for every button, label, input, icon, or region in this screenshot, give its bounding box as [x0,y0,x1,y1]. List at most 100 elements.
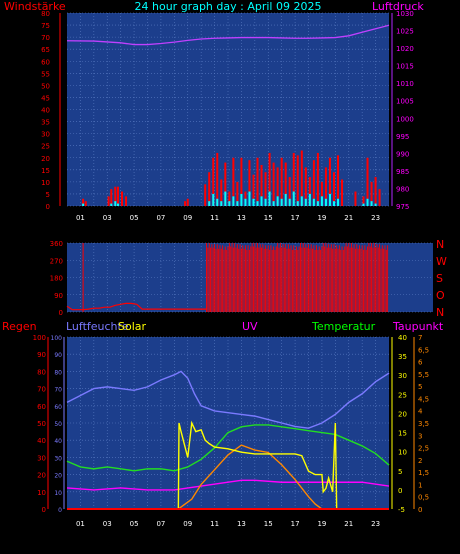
gust-bar [268,152,271,206]
gust-bar [288,177,291,206]
y-tick-label: 30 [37,454,46,462]
y-tick-label: 55 [41,70,50,78]
chart-title: 24 hour graph day : April 09 2025 [135,0,322,13]
x-tick-label: 19 [317,520,326,528]
series-luftfeuchte-line [66,370,390,429]
gust-bar [292,152,295,206]
gust-bar [232,157,235,206]
y-tick-label: 10 [41,179,50,187]
gust-bar [114,186,117,206]
gust-bar [354,191,357,206]
gust-bar [374,177,377,206]
y-tick-label: 1 [418,481,422,489]
y-tick-label: 50 [37,420,46,428]
gust-bar [208,172,211,206]
wind-bar [256,201,259,206]
y-tick-label: 40 [54,438,62,445]
x-tick-label: 15 [264,520,273,528]
wind-bar [304,198,307,206]
y-tick-label: 100 [51,335,63,342]
x-tick-label: 05 [130,214,139,222]
wind-bar [324,198,327,206]
y-tick-label: 2,5 [418,445,429,453]
wind-bar [244,198,247,206]
wind-bar [232,196,235,206]
x-tick-label: 23 [371,214,380,222]
y-tick-label: 90 [54,292,63,300]
label-uv: UV [242,320,258,333]
y-tick-label: 975 [396,203,409,211]
x-tick-label: 01 [76,520,85,528]
x-tick-label: 07 [156,520,165,528]
gust-bar [304,167,307,206]
wind-bar [332,201,335,206]
compass-label: N [436,238,444,251]
x-tick-label: 03 [103,520,112,528]
gust-bar [236,181,239,206]
panel2-axes: 0 90 180 270 360 [50,240,63,317]
y-tick-label: 15 [398,430,407,438]
gust-bar [125,196,128,206]
wind-bar [280,198,283,206]
label-luftfeuchte: Luftfeuchte [66,320,129,333]
gust-bar [256,157,259,206]
y-tick-label: 80 [41,10,50,18]
x-tick-label: 07 [156,214,165,222]
y-tick-label: 10 [54,490,62,497]
y-tick-label: 15 [41,167,50,175]
compass-label: S [436,272,443,285]
y-tick-label: 1020 [396,45,414,53]
y-tick-label: 1025 [396,28,414,36]
x-tick-label: 03 [103,214,112,222]
gust-bar [320,181,323,206]
wind-bar [260,196,263,206]
gust-bar [316,152,319,206]
y-tick-label: 50 [41,82,50,90]
gust-bar [116,186,119,206]
y-tick-label: 270 [50,257,63,265]
y-tick-label: 20 [54,473,62,480]
label-regen: Regen [2,320,37,333]
wind-bar [216,198,219,206]
gust-bar [362,196,365,206]
y-tick-label: 70 [41,34,50,42]
y-tick-label: 5,5 [418,371,429,379]
wind-bar [220,201,223,206]
y-tick-label: 70 [37,386,46,394]
gust-bar [296,155,299,206]
y-tick-label: 7 [418,334,422,342]
y-tick-label: 5 [398,468,402,476]
x-tick-label: 17 [291,214,300,222]
panel1-ylabel-left: Windstärke [4,0,66,13]
panel3-axes: 0102030405060708090100010203040506070809… [33,334,430,528]
gust-bar [337,155,340,206]
compass-label: O [436,289,445,302]
y-tick-label: 180 [50,275,63,283]
y-tick-label: 0 [59,309,63,317]
y-tick-label: 3,5 [418,420,429,428]
y-tick-label: 20 [41,155,50,163]
gust-bar [264,172,267,206]
y-tick-label: 1030 [396,10,414,18]
gust-bar [280,157,283,206]
label-solar: Solar [118,320,147,333]
gust-bar [328,157,331,206]
wind-bar [320,196,323,206]
wind-bar [272,201,275,206]
panel3-marks [66,370,390,510]
wind-bar [362,203,365,206]
x-tick-label: 09 [183,520,192,528]
panel1-marks [66,24,390,206]
panel1-axes: 0510152025303540455055606570758097598098… [41,10,414,222]
wind-bar [224,191,227,206]
y-tick-label: 70 [54,387,62,394]
y-tick-label: 0 [58,507,62,514]
x-tick-label: 19 [317,214,326,222]
y-tick-label: 1010 [396,80,414,88]
y-tick-label: 4 [418,408,423,416]
y-tick-label: 5 [418,383,422,391]
panel1-grid [67,12,389,207]
y-tick-label: 5 [46,191,50,199]
wind-bar [212,193,215,206]
